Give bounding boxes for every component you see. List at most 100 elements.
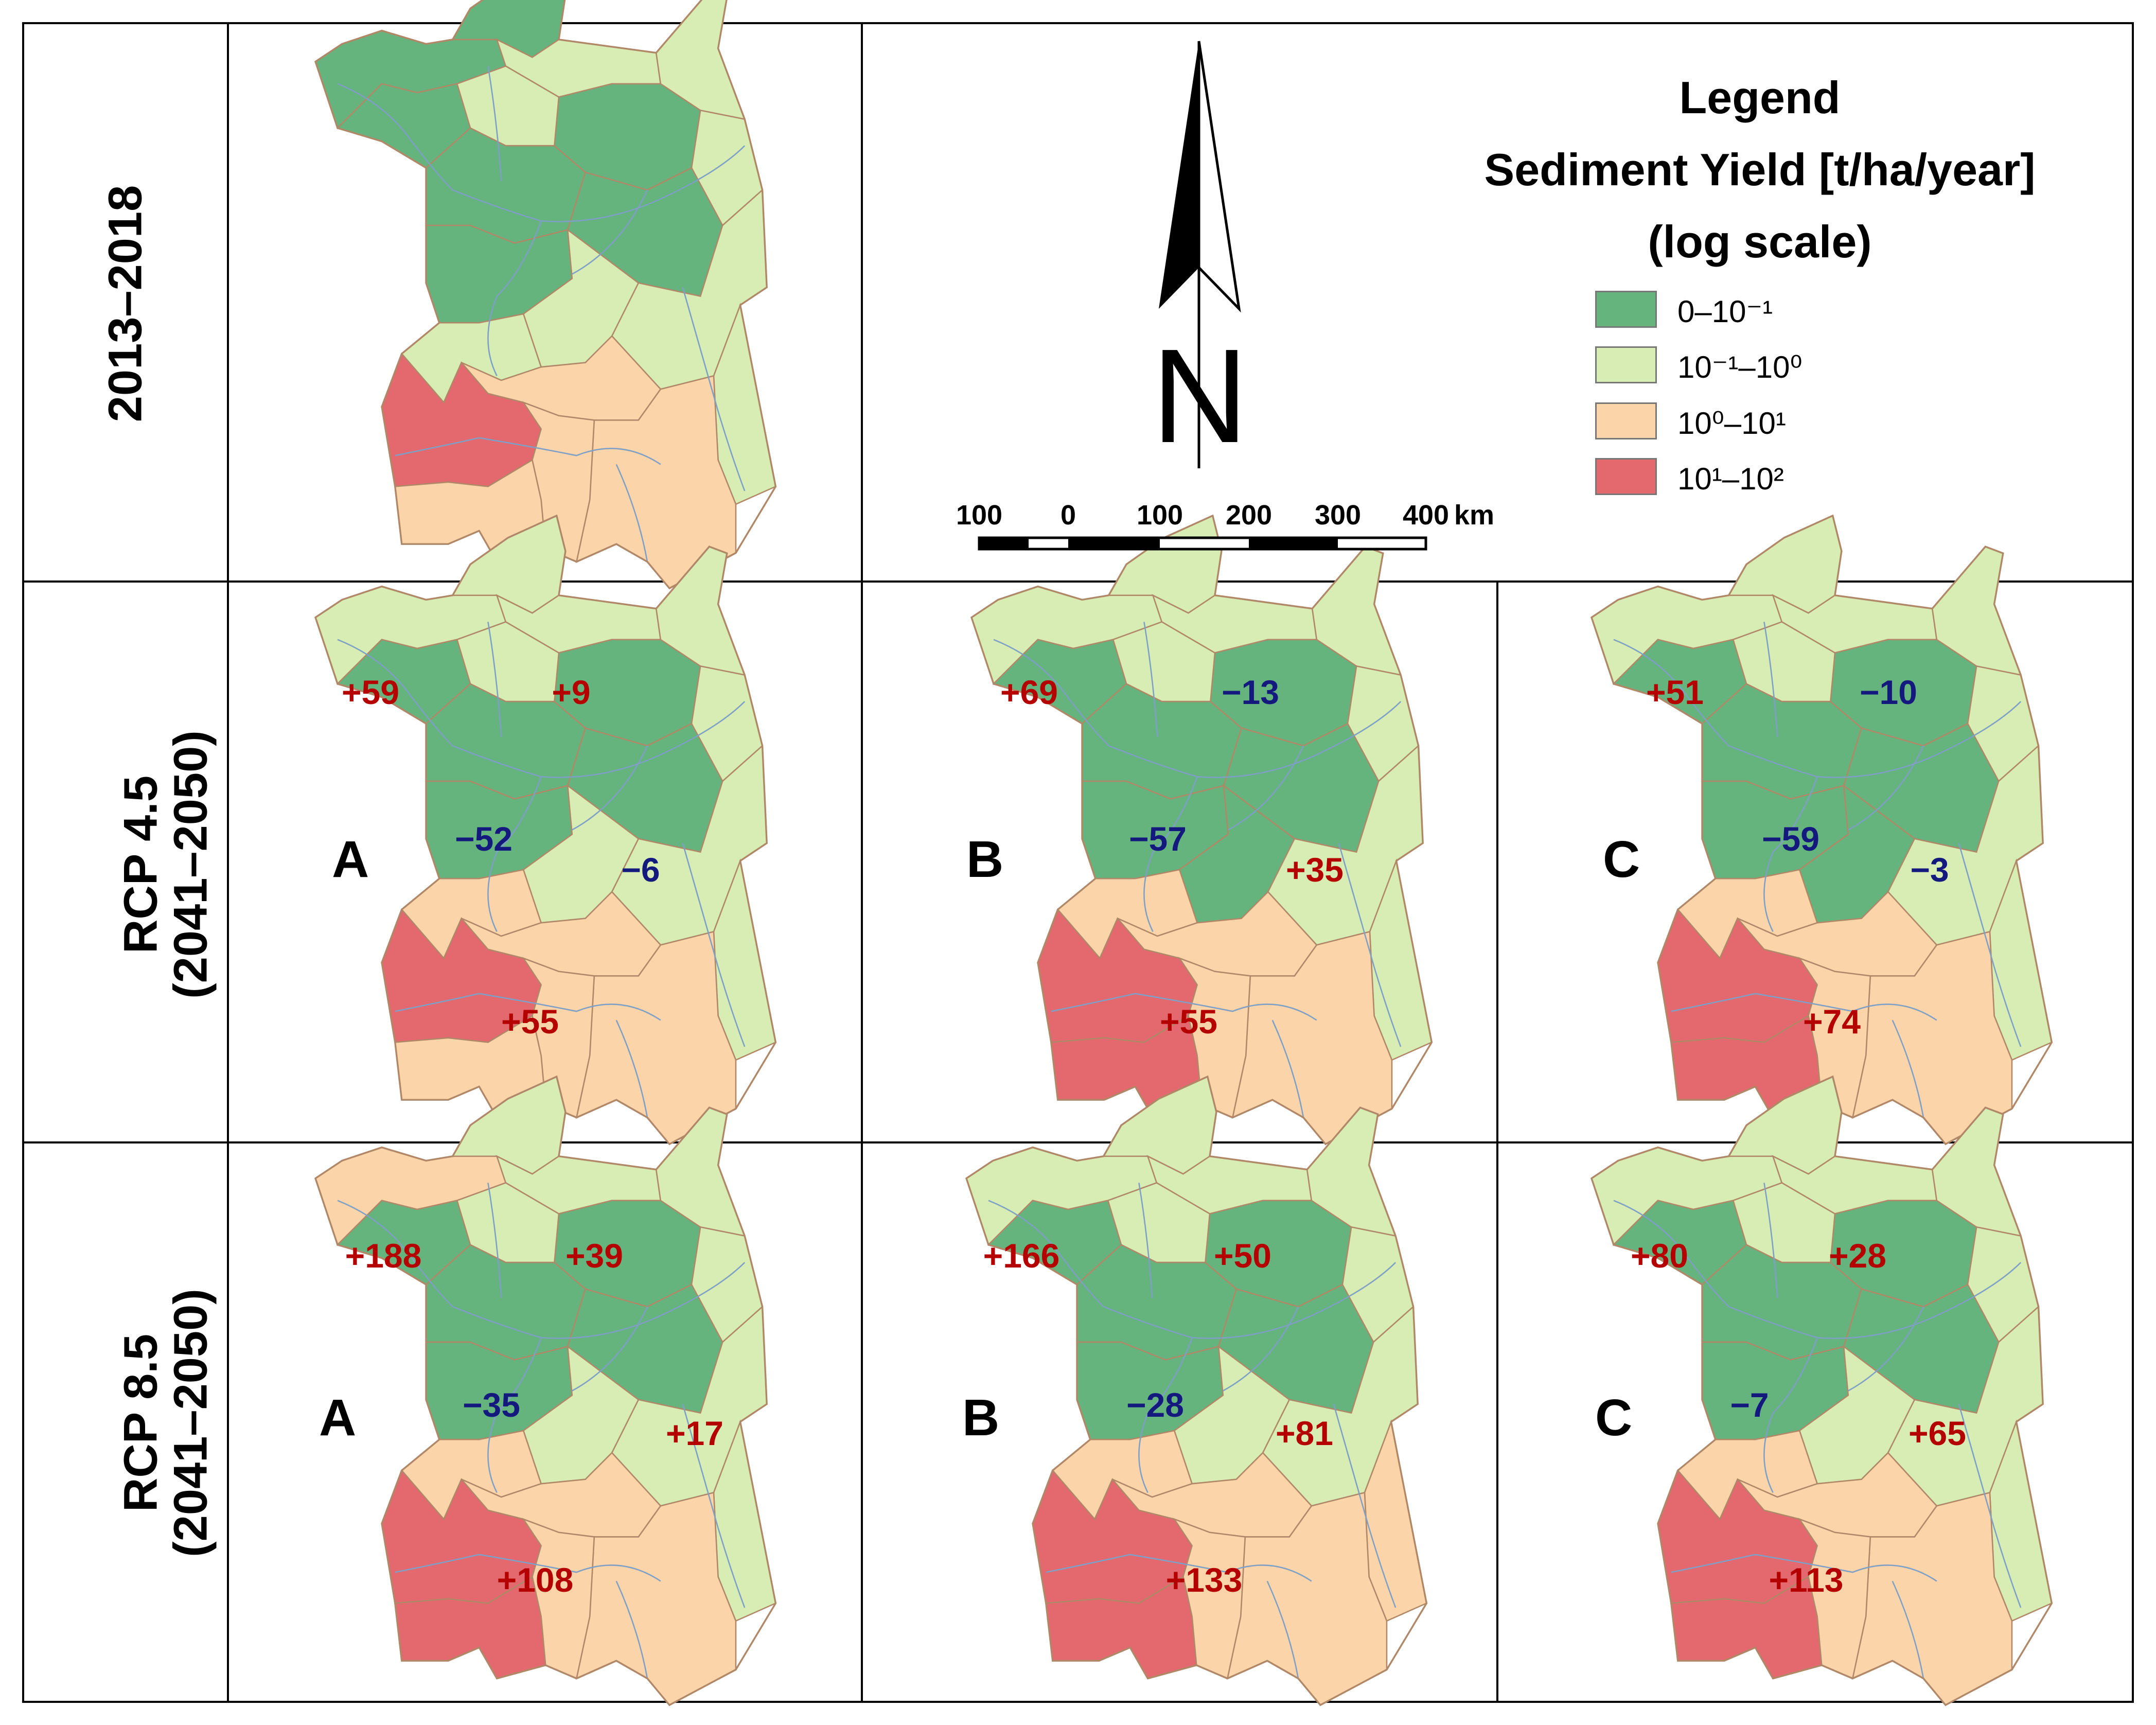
river-line [1223, 1306, 1299, 1392]
legend-label-1: 0–10⁻¹ [1677, 294, 1773, 329]
river-line [1892, 1019, 1924, 1118]
river-line [1763, 776, 1818, 932]
river-line [1271, 1019, 1304, 1118]
river-line [1143, 622, 1158, 737]
row-label-rcp45: RCP 4.5 (2041–2050) [114, 730, 217, 999]
change-label-rcp45-a-5: +55 [501, 1002, 559, 1041]
river-line [572, 745, 648, 831]
map-panels [314, 0, 2053, 1706]
river-line [988, 1200, 1397, 1339]
map-baseline [314, 0, 777, 589]
map-rcp85-c [1591, 1076, 2053, 1706]
scale-bar [978, 536, 1427, 551]
change-label-rcp85-c-2: +28 [1829, 1237, 1886, 1275]
legend-swatch-3 [1595, 402, 1657, 439]
river-line [1266, 1580, 1299, 1679]
river-line [337, 1200, 746, 1339]
change-label-rcp85-a-1: +188 [345, 1237, 422, 1275]
panel-letter-rcp45-a: A [332, 831, 369, 888]
scale-tick-1: 100 [956, 500, 1003, 531]
change-label-rcp85-b-5: +133 [1165, 1561, 1243, 1599]
change-label-rcp45-b-5: +55 [1160, 1002, 1217, 1041]
change-label-rcp45-c-2: −10 [1860, 673, 1917, 711]
change-label-rcp45-c-3: −59 [1762, 820, 1819, 858]
panel-letter-rcp45-b: B [966, 831, 1004, 888]
change-label-rcp85-a-2: +39 [565, 1237, 623, 1275]
river-line [1763, 622, 1778, 737]
river-line [1958, 843, 2022, 1047]
river-line [682, 287, 746, 491]
river-line [487, 1337, 542, 1493]
river-line [1763, 1183, 1778, 1298]
river-line [395, 437, 661, 465]
change-label-rcp45-a-1: +59 [342, 673, 399, 711]
scale-tick-2: 0 [1060, 500, 1076, 531]
river-line [682, 843, 746, 1047]
change-label-rcp45-c-1: +51 [1646, 673, 1704, 711]
north-arrow [1159, 41, 1241, 468]
change-label-rcp45-b-2: −13 [1222, 673, 1279, 711]
rcp85-label-line1: RCP 8.5 [114, 1333, 167, 1512]
legend-scale-note: (log scale) [1648, 216, 1872, 267]
row-label-rcp85: RCP 8.5 (2041–2050) [114, 1289, 217, 1557]
change-label-rcp45-a-2: +9 [552, 673, 591, 711]
river-line [487, 66, 502, 182]
change-label-rcp45-b-1: +69 [1000, 673, 1058, 711]
river-line [1848, 745, 1924, 831]
legend-swatch-2 [1595, 346, 1657, 383]
river-line [572, 189, 648, 275]
rcp45-label-line1: RCP 4.5 [114, 775, 167, 954]
rcp85-label-line2: (2041–2050) [164, 1289, 217, 1557]
river-line [1051, 993, 1317, 1021]
scale-unit: km [1454, 500, 1495, 531]
map-rcp45-b [970, 515, 1433, 1145]
river-line [1671, 1554, 1937, 1582]
river-line [1138, 1337, 1193, 1493]
river-line [487, 622, 502, 737]
change-label-rcp85-b-4: +81 [1276, 1414, 1333, 1452]
river-line [487, 776, 542, 932]
river-line [337, 639, 746, 778]
panel-letter-rcp85-a: A [319, 1389, 357, 1447]
rcp45-label-line2: (2041–2050) [164, 730, 217, 999]
change-label-rcp85-a-5: +108 [497, 1561, 574, 1599]
change-label-rcp45-b-4: +35 [1286, 851, 1344, 889]
panel-letter-rcp85-b: B [962, 1389, 1000, 1447]
change-label-rcp85-b-2: +50 [1214, 1237, 1271, 1275]
panel-letter-rcp85-c: C [1595, 1389, 1633, 1447]
scale-tick-4: 200 [1225, 500, 1273, 531]
panel-letter-rcp45-c: C [1603, 831, 1640, 888]
change-label-rcp85-a-4: +17 [666, 1414, 723, 1452]
legend-subtitle: Sediment Yield [t/ha/year] [1484, 144, 2036, 195]
river-line [1333, 1404, 1397, 1608]
river-line [1613, 639, 2022, 778]
river-line [1763, 1337, 1818, 1493]
legend-label-3: 10⁰–10¹ [1677, 406, 1786, 441]
change-label-rcp45-c-5: +74 [1803, 1002, 1861, 1041]
change-label-rcp45-a-3: −52 [455, 820, 513, 858]
legend-label-4: 10¹–10² [1677, 462, 1784, 496]
river-line [1958, 1404, 2022, 1608]
river-line [1671, 993, 1937, 1021]
change-label-rcp85-c-1: +80 [1631, 1237, 1688, 1275]
change-label-rcp85-a-3: −35 [463, 1386, 520, 1424]
river-line [487, 220, 542, 376]
river-line [682, 1404, 746, 1608]
scale-tick-5: 300 [1314, 500, 1362, 531]
legend-swatch-4 [1595, 458, 1657, 495]
row-label-baseline: 2013–2018 [99, 185, 152, 423]
river-line [1338, 843, 1402, 1047]
river-line [615, 1019, 648, 1118]
change-label-rcp85-b-1: +166 [983, 1237, 1060, 1275]
change-label-rcp85-c-3: −7 [1730, 1386, 1769, 1424]
change-label-rcp45-b-3: −57 [1129, 820, 1187, 858]
river-line [1228, 745, 1304, 831]
map-rcp45-a [314, 515, 777, 1145]
river-line [1613, 1200, 2022, 1339]
river-line [337, 83, 746, 222]
map-rcp85-b [965, 1076, 1428, 1706]
change-label-rcp85-b-3: −28 [1126, 1386, 1184, 1424]
river-line [1046, 1554, 1312, 1582]
river-line [572, 1306, 648, 1392]
